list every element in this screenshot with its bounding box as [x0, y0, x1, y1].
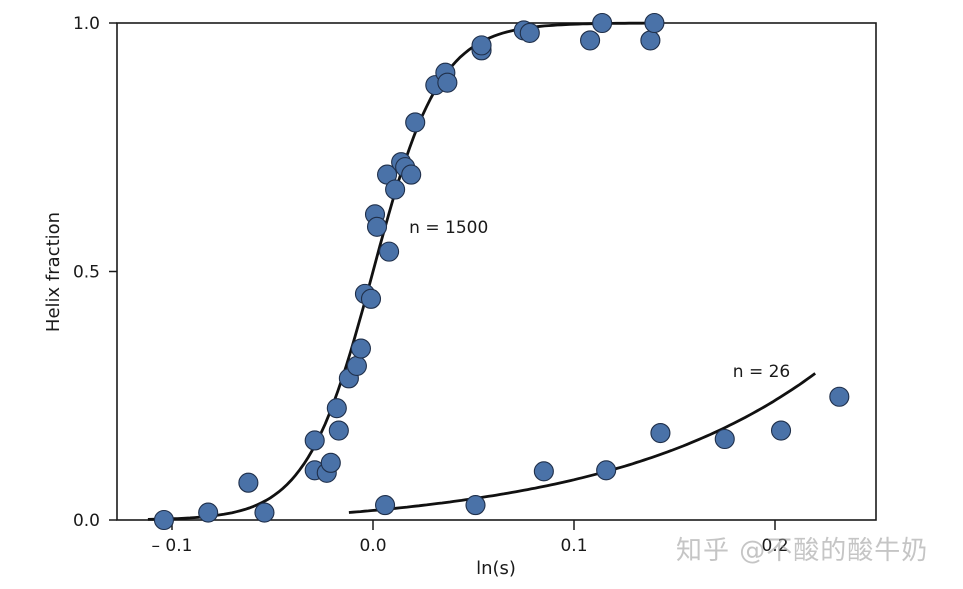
- data-point: [465, 495, 486, 516]
- data-points: [153, 12, 850, 531]
- watermark: 知乎 @不酸的酸牛奶: [676, 536, 929, 566]
- data-point: [326, 398, 347, 419]
- y-axis-ticks: 0.0 0.5 1.0: [73, 14, 117, 531]
- data-point: [770, 420, 792, 441]
- data-point: [153, 509, 175, 531]
- data-point: [350, 338, 371, 359]
- data-point: [360, 288, 382, 309]
- data-point: [437, 72, 458, 93]
- data-point: [596, 460, 617, 481]
- x-tick-label: 0.1: [560, 536, 587, 556]
- data-point: [320, 452, 341, 473]
- data-point: [644, 12, 665, 34]
- data-point: [304, 430, 325, 451]
- plot-frame: [116, 22, 877, 521]
- data-point: [401, 164, 422, 185]
- x-tick-label: 0.0: [359, 536, 386, 556]
- x-tick-label: – 0.1: [152, 536, 193, 556]
- data-point: [375, 495, 396, 516]
- data-point: [385, 179, 406, 200]
- y-axis-label: Helix fraction: [43, 212, 64, 332]
- data-point: [533, 461, 554, 482]
- data-point: [471, 35, 492, 56]
- data-point: [328, 420, 349, 441]
- y-tick-label: 0.5: [73, 263, 100, 283]
- data-point: [714, 428, 735, 450]
- data-point: [519, 22, 540, 43]
- data-point: [366, 216, 388, 237]
- data-point: [640, 30, 661, 51]
- data-point: [405, 112, 426, 133]
- data-point: [650, 422, 671, 444]
- y-tick-label: 0.0: [73, 511, 100, 531]
- data-point: [829, 386, 850, 407]
- data-point: [379, 241, 400, 262]
- data-point: [238, 472, 259, 493]
- data-point: [580, 30, 601, 51]
- data-point: [198, 502, 219, 523]
- data-point: [346, 355, 367, 376]
- fit-curve-n26: [348, 372, 817, 514]
- x-axis-ticks: – 0.1 0.0 0.1 0.2: [152, 520, 789, 556]
- annotation-n26: n = 26: [733, 362, 790, 382]
- data-point: [592, 12, 613, 34]
- data-point: [254, 502, 275, 523]
- y-tick-label: 1.0: [73, 14, 100, 34]
- x-tick-label: 0.2: [761, 536, 788, 556]
- series-annotations: n = 1500 n = 26: [409, 218, 790, 382]
- annotation-n1500: n = 1500: [409, 218, 488, 238]
- x-axis-label: ln(s): [476, 558, 516, 579]
